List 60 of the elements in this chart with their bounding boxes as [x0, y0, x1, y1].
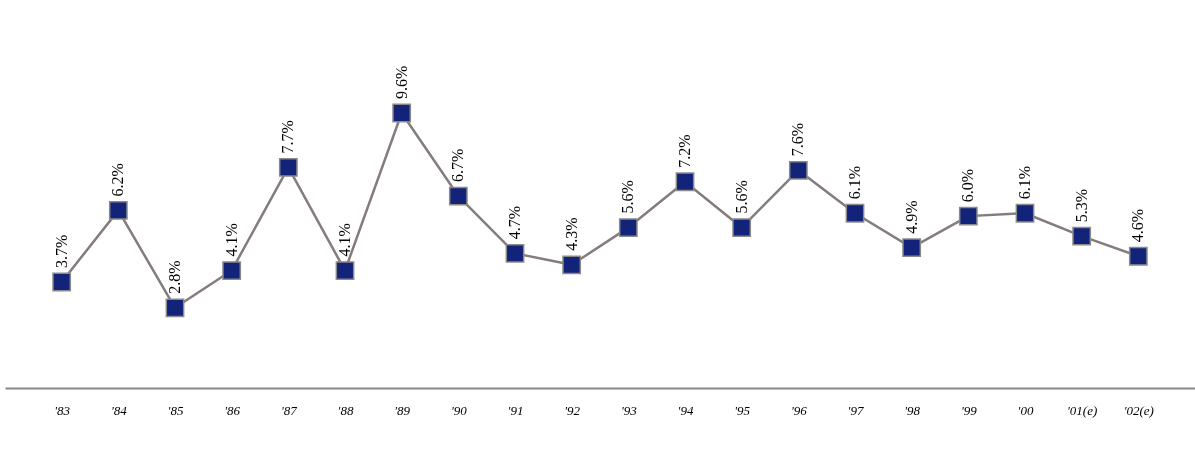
data-label: 4.9% [902, 200, 920, 234]
point [958, 206, 978, 226]
data-label: 4.6% [1129, 208, 1147, 243]
x-tick-label: '88 [337, 402, 354, 418]
data-label: 6.7% [449, 148, 467, 183]
x-tick-label: '02(e) [1123, 402, 1154, 418]
x-tick-label: '01(e) [1067, 402, 1098, 418]
point [902, 238, 922, 258]
point [278, 158, 298, 177]
x-tick-label: '86 [224, 402, 241, 418]
x-tick-label: '83 [54, 402, 71, 418]
data-label: 7.6% [789, 122, 807, 157]
x-tick-label: '98 [904, 402, 921, 418]
point [675, 172, 695, 192]
x-tick-label: '85 [167, 402, 184, 418]
point [1015, 203, 1035, 223]
x-tick-label: '90 [450, 402, 468, 418]
point [845, 203, 865, 223]
point [448, 186, 468, 206]
data-label: 9.6% [392, 65, 410, 99]
data-label: 6.1% [1016, 165, 1033, 200]
x-tick-label: '95 [734, 402, 751, 418]
x-tick-label: '93 [620, 402, 638, 418]
x-tick-label: '00 [1017, 402, 1034, 418]
data-label: 5.6% [732, 180, 750, 214]
data-label: 5.6% [619, 180, 637, 214]
point [52, 272, 72, 292]
point [335, 261, 355, 280]
x-tick-label: '84 [110, 402, 128, 418]
x-tick-label: '92 [564, 402, 581, 418]
data-label: 7.7% [279, 120, 297, 154]
data-label: 6.2% [109, 163, 127, 197]
x-tick-label: '97 [847, 402, 864, 418]
point [392, 103, 412, 123]
x-tick-label: '99 [960, 402, 978, 418]
x-tick-label: '94 [677, 402, 694, 418]
data-label: 4.7% [506, 206, 523, 240]
point [618, 218, 638, 237]
data-label: 6.0% [959, 168, 977, 203]
point [1072, 226, 1092, 246]
point [108, 200, 128, 220]
point [562, 255, 582, 275]
point [222, 261, 242, 280]
data-label: 4.1% [222, 223, 240, 257]
x-tick-label: '96 [790, 402, 808, 418]
data-label: 4.1% [336, 223, 353, 257]
data-label: 3.7% [52, 234, 70, 269]
point [165, 298, 185, 318]
point [1128, 246, 1148, 266]
x-tick-label: '89 [394, 402, 411, 418]
data-label: 5.3% [1072, 188, 1090, 223]
x-tick-label: '87 [280, 402, 298, 418]
data-label: 6.1% [846, 165, 863, 200]
point [732, 218, 752, 237]
x-tick-label: '91 [507, 402, 524, 418]
point [505, 243, 525, 263]
data-label: 4.3% [562, 217, 580, 251]
data-label: 7.2% [676, 134, 693, 168]
point [788, 160, 808, 180]
data-label: 2.8% [166, 260, 183, 294]
